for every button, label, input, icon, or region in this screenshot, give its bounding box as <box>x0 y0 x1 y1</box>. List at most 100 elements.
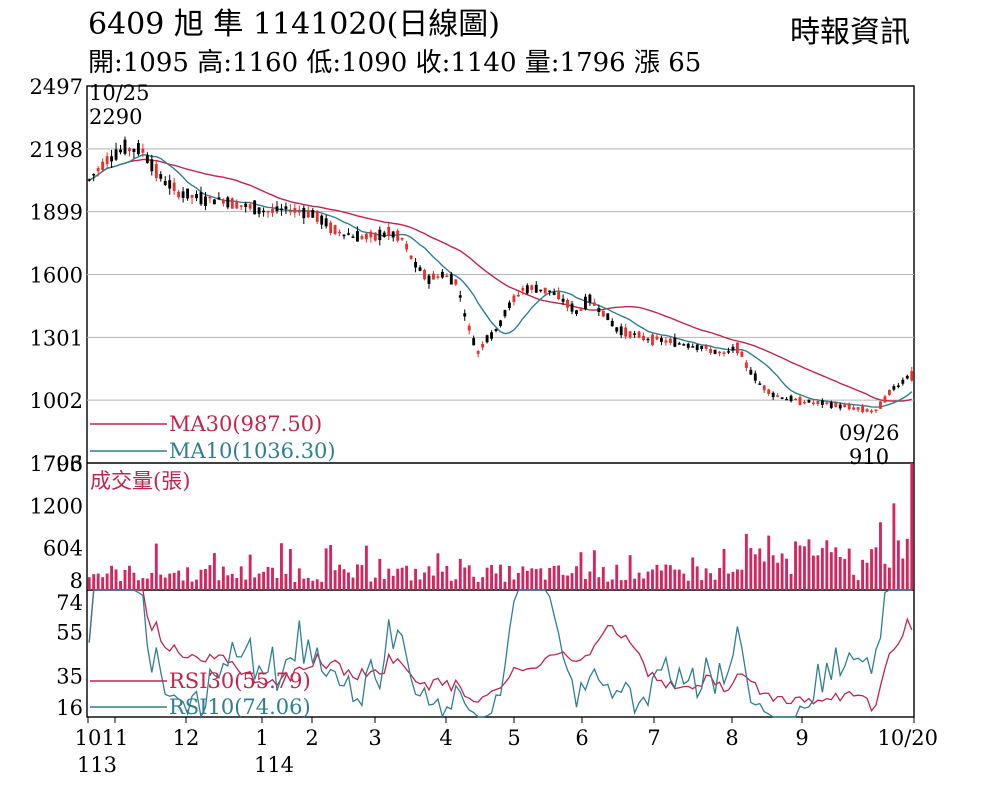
volume-bar <box>454 579 458 590</box>
rsi30-legend-label: RSI30(55.79) <box>169 669 311 693</box>
volume-bar <box>306 577 310 590</box>
candle-body <box>96 168 100 172</box>
rsi30-line <box>88 589 913 713</box>
source-label: 時報資訊 <box>790 15 910 50</box>
volume-bar <box>749 548 753 590</box>
volume-bar <box>682 573 686 590</box>
volume-bar <box>217 580 221 590</box>
volume-bar <box>119 580 122 590</box>
volume-bar <box>584 579 587 590</box>
volume-tick-label: 1796 <box>30 452 83 476</box>
candle-body <box>807 399 811 403</box>
candle-body <box>615 327 619 332</box>
candle-body <box>548 290 552 292</box>
candle-body <box>458 295 462 298</box>
volume-bar <box>499 564 502 590</box>
candle-body <box>879 401 882 409</box>
volume-bar <box>601 567 605 590</box>
candle-body <box>525 285 529 294</box>
candle-body <box>534 284 538 293</box>
volume-bar <box>114 569 118 590</box>
candle-body <box>356 231 359 242</box>
volume-bar <box>302 578 306 590</box>
candle-body <box>396 230 400 241</box>
candle-body <box>579 309 583 311</box>
candle-body <box>503 310 507 317</box>
volume-bar <box>543 579 547 590</box>
candle-body <box>195 194 198 199</box>
volume-bar <box>852 574 856 590</box>
candle-body <box>382 232 386 237</box>
volume-bar <box>136 580 140 590</box>
candle-body <box>373 232 377 241</box>
volume-bar <box>610 579 614 590</box>
candle-body <box>440 271 444 278</box>
volume-bar <box>704 568 708 590</box>
volume-bar <box>427 566 431 590</box>
candle-body <box>351 236 355 238</box>
candle-body <box>217 197 221 200</box>
candle-body <box>467 325 471 331</box>
candle-body <box>803 401 806 404</box>
volume-bar <box>901 558 905 590</box>
chart-title: 6409 旭 隼 1141020(日線圖) <box>88 7 500 42</box>
volume-bar <box>369 581 373 590</box>
candle-body <box>776 395 780 397</box>
candle-body <box>186 188 190 199</box>
candle-body <box>101 161 105 170</box>
volume-bar <box>780 553 784 590</box>
volume-bar <box>548 567 552 590</box>
volume-bar <box>221 566 225 590</box>
candle-body <box>633 333 637 335</box>
volume-bar <box>619 580 623 590</box>
x-tick-label: 2 <box>305 726 318 750</box>
x-tick-label: 7 <box>647 726 660 750</box>
candle-body <box>154 163 158 179</box>
candle-body <box>744 362 748 368</box>
volume-bar <box>503 581 507 590</box>
price-tick-label: 1002 <box>30 389 83 413</box>
candle-body <box>141 148 145 153</box>
volume-bar <box>633 578 637 590</box>
volume-bar <box>887 567 891 590</box>
volume-bar <box>588 571 592 590</box>
volume-bar <box>329 544 333 590</box>
candle-body <box>476 351 480 354</box>
volume-bar <box>123 569 127 590</box>
volume-bar <box>356 564 359 590</box>
candle-body <box>145 155 149 164</box>
volume-bar <box>378 558 382 590</box>
volume-bar <box>253 577 257 590</box>
volume-bar <box>508 565 511 590</box>
candle-body <box>306 210 310 218</box>
volume-bar <box>284 573 288 590</box>
volume-bar <box>244 579 248 590</box>
candle-body <box>405 243 409 250</box>
volume-bar <box>740 569 744 590</box>
volume-bar <box>597 577 601 590</box>
volume-bar <box>664 564 668 590</box>
candle-body <box>637 331 641 338</box>
volume-bar <box>521 566 525 590</box>
candle-body <box>530 285 534 290</box>
candle-body <box>494 328 498 331</box>
candle-body <box>735 342 739 354</box>
candle-body <box>820 400 824 406</box>
volume-bars <box>87 463 914 590</box>
candle-body <box>740 351 744 357</box>
volume-bar <box>257 573 261 590</box>
volume-bar <box>436 553 440 590</box>
volume-bar <box>512 579 516 590</box>
volume-bar <box>570 573 574 590</box>
candle-body <box>570 303 574 312</box>
volume-bar <box>204 568 207 590</box>
volume-bar <box>798 545 802 590</box>
price-tick-label: 703 <box>43 452 83 476</box>
volume-bar <box>186 567 190 590</box>
candle-body <box>727 351 730 353</box>
candle-body <box>293 208 297 213</box>
candle-body <box>481 344 485 348</box>
volume-bar <box>557 565 561 590</box>
candle-body <box>584 296 587 310</box>
volume-bar <box>646 571 650 590</box>
